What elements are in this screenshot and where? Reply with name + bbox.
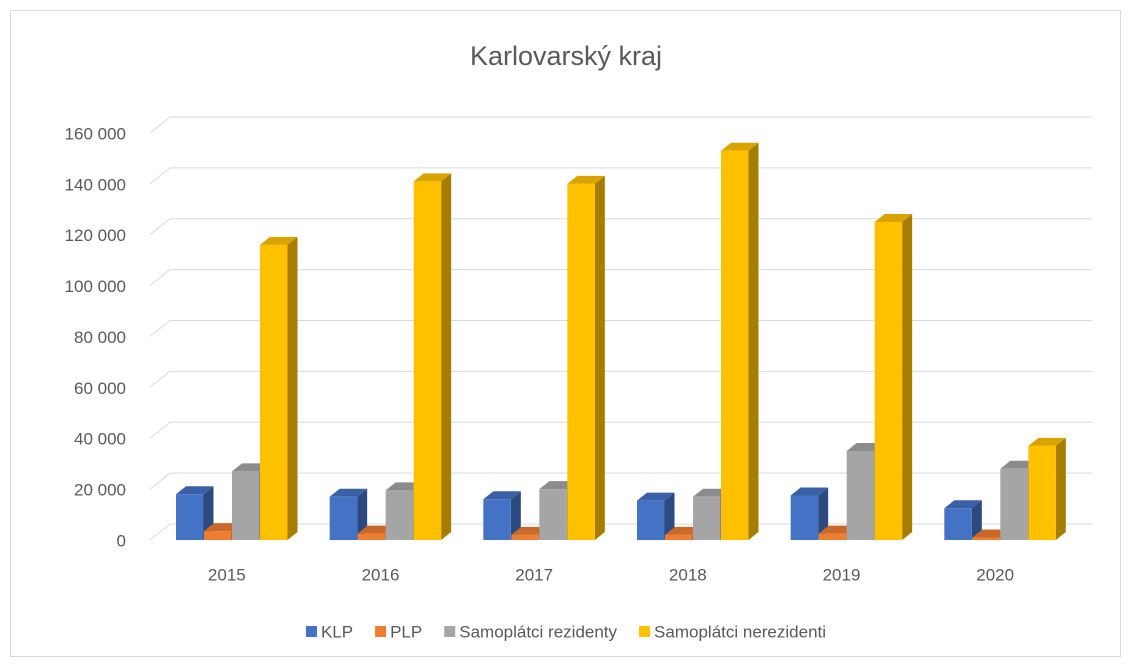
bar-face [1000,468,1028,540]
bar-face [665,534,693,540]
bar [637,492,675,540]
bar-face [1055,437,1066,540]
bar [721,142,759,540]
bar-face [441,173,452,541]
grid-line [149,269,1092,287]
x-tick-label: 2017 [515,565,553,584]
y-tick-label: 160 000 [65,124,126,143]
legend-label: Samoplátci rezidenty [459,622,617,641]
bar-face [260,244,288,541]
bar-face [329,488,368,497]
legend-swatch [444,626,456,637]
x-tick-label: 2019 [823,565,861,584]
y-tick-label: 140 000 [65,175,126,194]
bar-face [1028,437,1066,446]
bar [790,487,829,540]
bar-face [483,499,511,540]
bar-face [971,500,982,540]
legend-label: Samoplátci nerezidenti [654,622,826,641]
bar-face [594,175,605,540]
bar-face [287,236,298,541]
grid-line [149,472,1092,490]
legend-swatch [639,626,651,637]
y-tick-label: 60 000 [74,379,126,398]
bar-face [637,500,665,540]
grid-line [149,218,1092,236]
bar-face [176,494,204,540]
bar-face [721,150,749,540]
x-tick-label: 2015 [208,565,246,584]
bar-face [329,496,358,540]
bar-face [385,490,414,540]
grid-line [149,421,1092,439]
bar-face [539,489,567,540]
bar-face [874,222,903,540]
y-tick-label: 0 [117,531,126,550]
legend-swatch [305,626,317,637]
y-tick-label: 120 000 [65,226,126,245]
bar-face [413,181,442,541]
legend-label: PLP [390,622,422,641]
bar-face [874,214,913,223]
y-tick-label: 100 000 [65,277,126,296]
bar-face [511,534,539,540]
y-tick-label: 40 000 [74,430,126,449]
y-tick-label: 20 000 [74,481,126,500]
bar [329,488,368,540]
bar-face [748,142,759,540]
bar-face [846,450,875,540]
y-tick-label: 80 000 [74,328,126,347]
bar-face [357,488,368,540]
bar-face [413,173,452,182]
chart-title: Karlovarský kraj [470,41,662,71]
x-tick-label: 2018 [669,565,707,584]
bar [483,491,521,540]
bar-face [176,486,214,495]
bar-face [972,537,1000,540]
bar-face [693,496,721,540]
legend-swatch [375,626,387,637]
bar [567,175,605,540]
bar-face [567,175,605,184]
bar-face [357,533,386,540]
bar-face [818,487,829,540]
chart-border [10,10,1121,657]
bar-face [483,491,521,500]
bar [260,236,298,541]
bar-face [260,236,298,245]
bar [944,500,982,540]
bar [176,486,214,540]
grid-line [149,167,1092,185]
x-tick-label: 2020 [976,565,1014,584]
bar-face [818,533,847,540]
bar-face [790,495,819,540]
bar-face [944,508,972,540]
bar-face [567,183,595,540]
x-tick-label: 2016 [362,565,400,584]
bar-face [637,492,675,501]
bar-face [944,500,982,509]
grid-line [149,370,1092,388]
grid-line [149,320,1092,337]
bar-face [232,471,260,540]
bar-face [204,531,232,540]
bar-face [902,214,913,540]
grid-line [149,116,1092,134]
bar-face [510,491,521,540]
bar [413,173,452,541]
bar-face [1028,445,1056,540]
bar-face [721,142,759,151]
grid-line [149,523,1092,541]
bar-face [664,492,675,540]
bar [1028,437,1066,540]
legend-label: KLP [321,622,353,641]
bar [874,214,913,540]
bar-face [790,487,829,496]
